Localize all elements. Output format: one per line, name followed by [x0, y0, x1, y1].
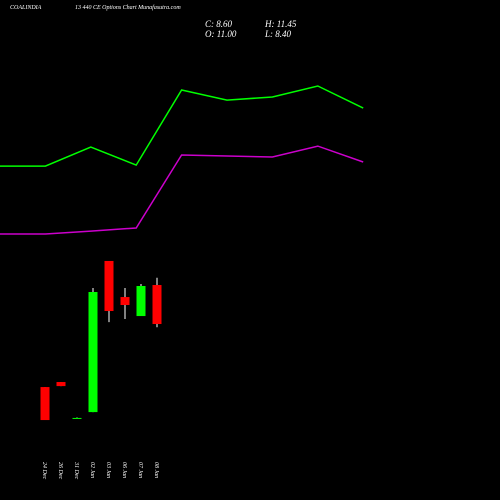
indicator-line [0, 85, 364, 167]
low-label: L: 8.40 [264, 29, 292, 39]
candle-body [88, 292, 98, 413]
candle-body [56, 382, 66, 387]
candle-body [152, 285, 162, 325]
x-tick-label: 07 Jan [137, 462, 143, 478]
x-tick-label: 26 Dec [57, 462, 63, 479]
candle-body [120, 297, 130, 306]
indicator-line [0, 145, 364, 235]
candle-body [40, 387, 50, 421]
x-tick-label: 06 Jan [121, 462, 127, 478]
candle-body [136, 285, 146, 317]
open-label: O: 11.00 [205, 29, 237, 39]
x-tick-label: 08 Jan [153, 462, 159, 478]
close-label: C: 8.60 [205, 19, 233, 29]
candle-body [104, 260, 114, 312]
x-tick-label: 03 Jan [105, 462, 111, 478]
x-tick-label: 24 Dec [41, 462, 48, 479]
x-tick-label: 31 Dec [73, 461, 79, 479]
symbol: COALINDIA [10, 5, 42, 11]
candle-body [72, 417, 82, 419]
x-tick-label: 02 Jan [89, 462, 95, 478]
high-label: H: 11.45 [264, 19, 297, 29]
chart-title: 13 440 CE Options Chart Munafasutra.com [75, 4, 181, 11]
